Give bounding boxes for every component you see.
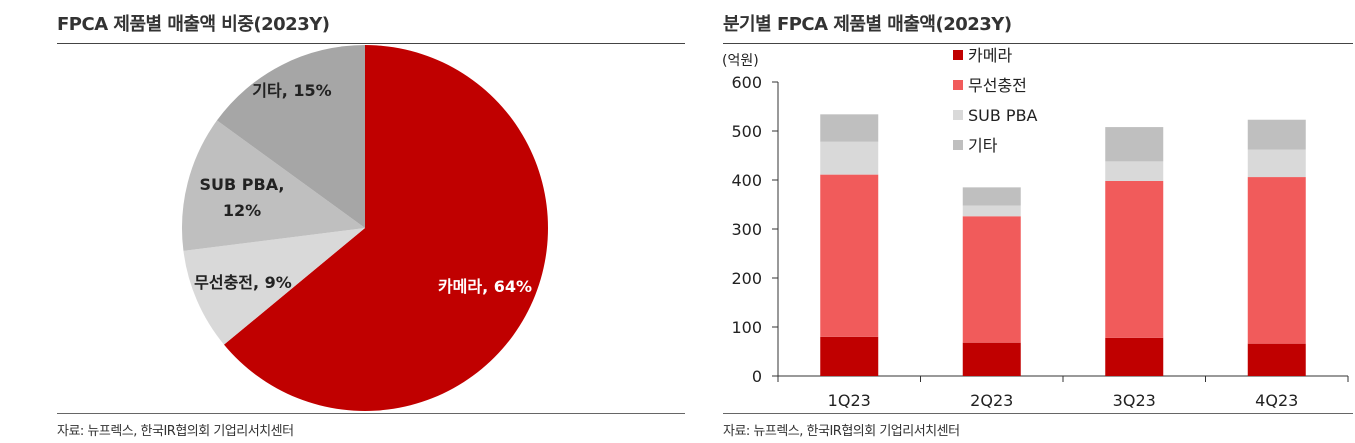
legend-label: 카메라	[968, 46, 1012, 65]
bar-segment-sub-pba	[820, 141, 879, 175]
y-tick-label: 600	[731, 73, 762, 92]
bar-chart-title: 분기별 FPCA 제품별 매출액(2023Y)	[723, 14, 1012, 35]
legend-swatch	[953, 110, 963, 120]
x-tick-label: 3Q23	[1113, 391, 1156, 410]
legend-label: SUB PBA	[968, 106, 1038, 125]
pie-source-note: 자료: 뉴프렉스, 한국IR협의회 기업리서치센터	[57, 424, 294, 439]
bar-segment-기타	[1105, 127, 1164, 162]
pie-data-label: SUB PBA,	[200, 175, 285, 194]
legend-swatch	[953, 80, 963, 90]
x-tick-label: 4Q23	[1255, 391, 1298, 410]
bar-segment-무선충전	[1105, 180, 1164, 338]
bar-segment-무선충전	[1247, 177, 1306, 344]
bar-segment-sub-pba	[962, 205, 1021, 217]
y-tick-label: 300	[731, 220, 762, 239]
bar-segment-카메라	[1247, 343, 1306, 376]
bar-segment-sub-pba	[1247, 149, 1306, 178]
bar-segment-기타	[1247, 119, 1306, 150]
x-tick-label: 2Q23	[970, 391, 1013, 410]
legend-swatch	[953, 50, 963, 60]
bar-source-note: 자료: 뉴프렉스, 한국IR협의회 기업리서치센터	[723, 424, 960, 439]
y-tick-label: 400	[731, 171, 762, 190]
legend-label: 무선충전	[968, 76, 1027, 95]
pie-slice-기타	[216, 45, 365, 228]
y-tick-label: 500	[731, 122, 762, 141]
bar-segment-기타	[820, 114, 879, 142]
pie-slice-카메라	[223, 45, 549, 411]
bar-segment-sub-pba	[1105, 161, 1164, 181]
pie-title-rule	[57, 43, 685, 44]
bar-source-rule	[723, 413, 1353, 414]
bar-segment-무선충전	[962, 216, 1021, 343]
pie-chart: 카메라, 64% 무선충전, 9% SUB PBA, 12% 기타, 15%	[181, 45, 549, 411]
pie-chart-title: FPCA 제품별 매출액 비중(2023Y)	[57, 14, 330, 35]
y-tick-label: 100	[731, 318, 762, 337]
pie-data-label: 12%	[223, 201, 261, 220]
y-tick-label: 0	[752, 367, 762, 386]
pie-source-rule	[57, 413, 685, 414]
bar-segment-카메라	[962, 342, 1021, 376]
bar-segment-기타	[962, 187, 1021, 206]
pie-data-label: 카메라, 64%	[438, 277, 532, 296]
pie-slice-무선충전	[183, 228, 365, 345]
bar-title-rule	[723, 43, 1353, 44]
x-tick-label: 1Q23	[828, 391, 871, 410]
bar-segment-카메라	[820, 336, 879, 376]
pie-slice-sub-pba	[181, 120, 365, 251]
y-tick-label: 200	[731, 269, 762, 288]
legend-swatch	[953, 140, 963, 150]
legend-label: 기타	[968, 136, 998, 155]
bar-segment-카메라	[1105, 337, 1164, 376]
y-axis-unit-label: (억원)	[722, 53, 759, 69]
bar-segment-무선충전	[820, 174, 879, 337]
pie-data-label: 기타, 15%	[252, 81, 331, 100]
pie-data-label: 무선충전, 9%	[194, 273, 292, 292]
